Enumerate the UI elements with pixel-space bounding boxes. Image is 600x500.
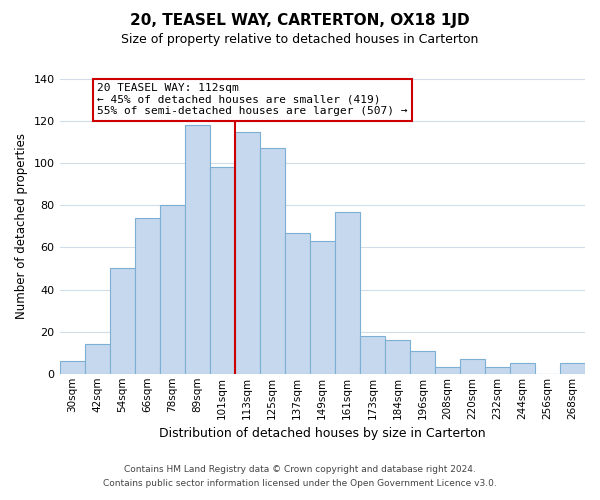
Bar: [185, 126, 209, 374]
Bar: [160, 206, 185, 374]
Bar: [110, 268, 134, 374]
Bar: [560, 363, 585, 374]
Bar: [59, 361, 85, 374]
Bar: [285, 232, 310, 374]
Text: Size of property relative to detached houses in Carterton: Size of property relative to detached ho…: [121, 32, 479, 46]
Bar: [235, 132, 260, 374]
Bar: [134, 218, 160, 374]
X-axis label: Distribution of detached houses by size in Carterton: Distribution of detached houses by size …: [159, 427, 485, 440]
Bar: [85, 344, 110, 374]
Bar: [435, 368, 460, 374]
Bar: [460, 359, 485, 374]
Bar: [510, 363, 535, 374]
Text: 20, TEASEL WAY, CARTERTON, OX18 1JD: 20, TEASEL WAY, CARTERTON, OX18 1JD: [130, 12, 470, 28]
Bar: [410, 350, 435, 374]
Text: Contains HM Land Registry data © Crown copyright and database right 2024.
Contai: Contains HM Land Registry data © Crown c…: [103, 466, 497, 487]
Bar: [260, 148, 285, 374]
Bar: [209, 168, 235, 374]
Text: 20 TEASEL WAY: 112sqm
← 45% of detached houses are smaller (419)
55% of semi-det: 20 TEASEL WAY: 112sqm ← 45% of detached …: [97, 83, 407, 116]
Bar: [385, 340, 410, 374]
Bar: [310, 241, 335, 374]
Bar: [335, 212, 360, 374]
Y-axis label: Number of detached properties: Number of detached properties: [15, 134, 28, 320]
Bar: [485, 368, 510, 374]
Bar: [360, 336, 385, 374]
